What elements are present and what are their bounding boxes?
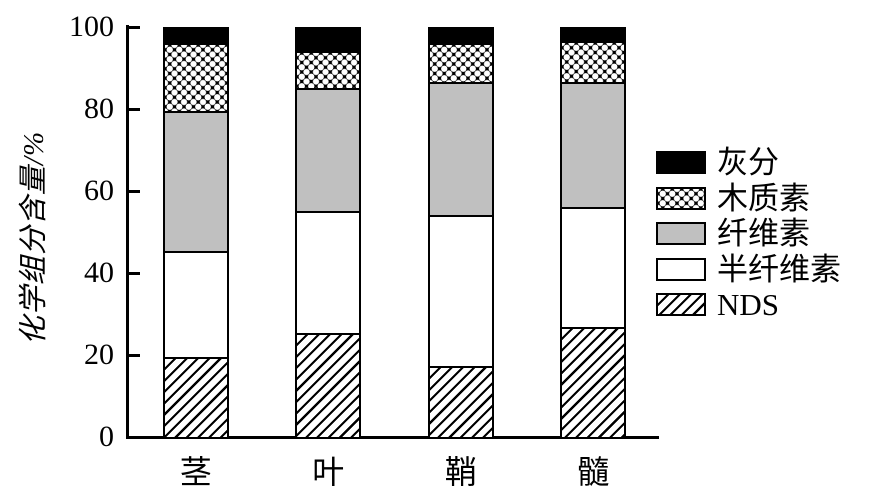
x-tick-label-茎: 茎: [179, 454, 212, 490]
plot-area: [128, 27, 658, 437]
bar-segment-茎-纤维素: [164, 112, 227, 254]
legend: 灰分 木质素 纤维素 半纤维素 NDS: [656, 145, 841, 323]
bar-髓: [560, 27, 627, 437]
bar-segment-髓-灰分: [562, 29, 625, 44]
bar-segment-茎-半纤维素: [164, 253, 227, 360]
bar-segment-叶-灰分: [297, 29, 360, 54]
x-tick-label-鞘: 鞘: [444, 454, 477, 490]
bar-叶: [295, 27, 362, 437]
y-tick-label-100: 100: [69, 10, 114, 43]
bar-segment-髓-纤维素: [562, 84, 625, 209]
y-tick-60: [129, 189, 140, 193]
y-tick-label-0: 0: [99, 420, 114, 453]
bar-segment-茎-木质素: [164, 45, 227, 113]
bar-segment-鞘-半纤维素: [429, 216, 492, 368]
x-axis-line: [126, 436, 659, 439]
y-tick-label-40: 40: [84, 256, 114, 289]
y-tick-80: [129, 107, 140, 111]
bar-segment-髓-NDS: [562, 328, 625, 437]
legend-swatch-纤维素: [656, 222, 706, 246]
bar-segment-叶-木质素: [297, 53, 360, 91]
bar-segment-叶-NDS: [297, 334, 360, 437]
bar-segment-鞘-木质素: [429, 45, 492, 85]
bar-segment-髓-木质素: [562, 43, 625, 85]
legend-label-纤维素: 纤维素: [717, 216, 810, 252]
y-tick-100: [129, 25, 140, 29]
y-axis-title: 化学组分含量/%: [18, 130, 50, 346]
bar-segment-茎-NDS: [164, 359, 227, 437]
y-tick-label-80: 80: [84, 92, 114, 125]
legend-swatch-NDS: [656, 293, 706, 317]
legend-swatch-半纤维素: [656, 257, 706, 281]
legend-item-木质素: 木质素: [656, 181, 841, 217]
legend-label-半纤维素: 半纤维素: [717, 251, 841, 287]
legend-item-半纤维素: 半纤维素: [656, 252, 841, 288]
y-tick-label-20: 20: [84, 338, 114, 371]
x-tick-label-叶: 叶: [312, 454, 345, 490]
y-tick-20: [129, 353, 140, 357]
y-tick-label-60: 60: [84, 174, 114, 207]
bar-segment-鞘-纤维素: [429, 84, 492, 217]
y-tick-40: [129, 271, 140, 275]
bar-茎: [162, 27, 229, 437]
legend-item-纤维素: 纤维素: [656, 216, 841, 252]
legend-label-NDS: NDS: [717, 287, 780, 323]
x-tick-label-髓: 髓: [577, 454, 610, 490]
legend-label-木质素: 木质素: [717, 180, 810, 216]
bar-segment-叶-纤维素: [297, 90, 360, 213]
bar-segment-髓-半纤维素: [562, 208, 625, 329]
legend-label-灰分: 灰分: [717, 145, 779, 181]
bar-segment-叶-半纤维素: [297, 212, 360, 335]
legend-item-灰分: 灰分: [656, 145, 841, 181]
bar-鞘: [427, 27, 494, 437]
bar-segment-茎-灰分: [164, 29, 227, 46]
legend-swatch-灰分: [656, 151, 706, 175]
legend-item-NDS: NDS: [656, 287, 841, 323]
legend-swatch-木质素: [656, 186, 706, 210]
y-tick-0: [129, 435, 140, 439]
bar-segment-鞘-灰分: [429, 29, 492, 46]
y-axis-line: [126, 25, 129, 438]
bar-segment-鞘-NDS: [429, 367, 492, 437]
